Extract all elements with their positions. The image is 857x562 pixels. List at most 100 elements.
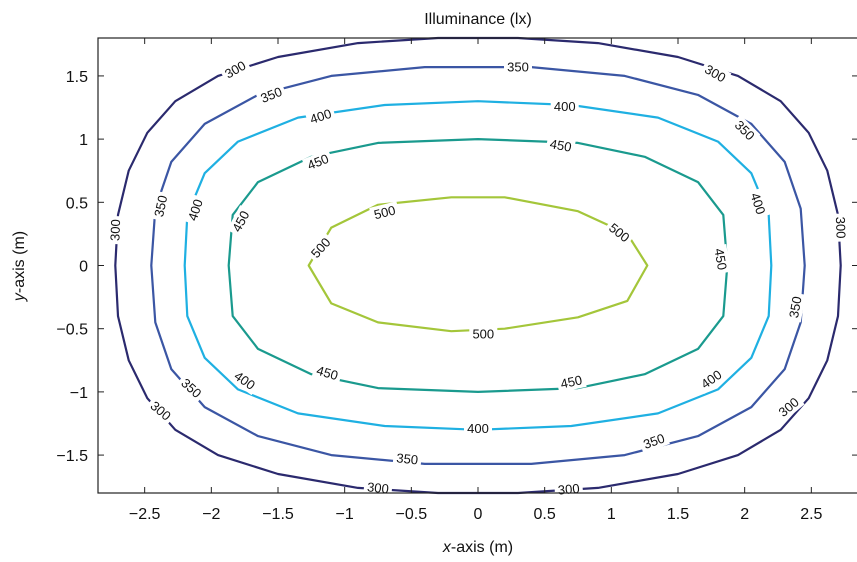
contour-label-background xyxy=(302,149,334,175)
contour-line-400 xyxy=(183,100,773,431)
y-tick-label: 1 xyxy=(79,132,88,149)
contour-label-background xyxy=(746,187,770,220)
contour-label-text: 450 xyxy=(559,372,583,391)
contour-label-350-0: 350 xyxy=(255,82,288,108)
contour-label-text: 300 xyxy=(557,481,580,498)
contour-label-text: 400 xyxy=(467,421,489,436)
contour-label-500-2: 500 xyxy=(305,232,337,264)
contour-line-350 xyxy=(150,66,806,465)
contour-label-text: 450 xyxy=(711,247,730,271)
y-axis-unit: -axis (m) xyxy=(11,231,28,293)
y-tick-label: 0.5 xyxy=(66,195,88,212)
contour-line-300 xyxy=(114,36,842,495)
x-tick-label: −2 xyxy=(202,506,220,523)
contour-label-400-1: 400 xyxy=(550,98,579,115)
contour-label-350-2: 350 xyxy=(729,114,761,146)
x-axis-label: x-axis (m) xyxy=(442,539,513,556)
contour-label-text: 450 xyxy=(315,363,340,383)
contour-label-background xyxy=(695,364,728,394)
y-axis-variable: y xyxy=(11,292,28,302)
contour-label-background xyxy=(311,361,343,385)
contour-label-background xyxy=(772,391,805,423)
contour-label-text: 400 xyxy=(308,106,333,127)
contour-label-background xyxy=(175,372,208,404)
contour-label-text: 300 xyxy=(833,216,849,238)
contour-label-300-2: 300 xyxy=(106,215,124,245)
y-tick-label: −0.5 xyxy=(56,322,88,339)
contour-label-text: 350 xyxy=(151,194,170,218)
x-axis-variable: x xyxy=(442,539,452,556)
contour-label-450-4: 450 xyxy=(311,361,343,385)
contour-label-300-1: 300 xyxy=(699,59,732,88)
contour-label-400-6: 400 xyxy=(695,364,728,394)
y-axis-label: y-axis (m) xyxy=(11,231,28,302)
contour-label-background xyxy=(832,213,850,242)
contour-label-500-0: 500 xyxy=(369,201,401,224)
contour-label-background xyxy=(149,190,172,222)
contour-label-background xyxy=(469,325,498,342)
contour-label-350-4: 350 xyxy=(784,292,806,323)
y-tick-label: −1.5 xyxy=(56,448,88,465)
x-tick-label: 0 xyxy=(474,506,483,523)
contour-label-background xyxy=(699,59,732,88)
x-tick-label: 1 xyxy=(607,506,616,523)
contour-label-text: 450 xyxy=(549,136,573,155)
contour-label-text: 500 xyxy=(472,326,494,341)
contour-label-text: 400 xyxy=(185,197,206,222)
contour-label-350-5: 350 xyxy=(175,372,208,404)
contour-label-400-3: 400 xyxy=(746,187,770,220)
contour-label-350-1: 350 xyxy=(504,59,532,76)
contour-label-text: 400 xyxy=(748,191,769,216)
contour-label-background xyxy=(545,135,576,156)
contour-label-450-0: 450 xyxy=(302,149,334,175)
contour-label-text: 400 xyxy=(554,99,576,114)
contour-label-background xyxy=(554,480,584,499)
x-tick-label: −1 xyxy=(336,506,354,523)
x-tick-label: −2.5 xyxy=(129,506,161,523)
contour-label-background xyxy=(219,55,252,84)
contour-label-text: 300 xyxy=(107,219,123,241)
y-tick-label: 1.5 xyxy=(66,69,88,86)
contour-label-400-5: 400 xyxy=(464,420,492,437)
contour-label-300-7: 300 xyxy=(554,480,584,499)
contour-line-450 xyxy=(227,138,729,393)
x-tick-label: 2.5 xyxy=(800,506,822,523)
contour-label-background xyxy=(369,201,401,224)
contour-label-background xyxy=(106,215,124,245)
contour-label-background xyxy=(227,205,255,238)
x-axis-ticks: −2.5 −2 −1.5 −1 −0.5 0 0.5 1 1.5 2 2.5 xyxy=(129,38,823,523)
contour-label-300-6: 300 xyxy=(363,478,393,498)
x-tick-label: 1.5 xyxy=(667,506,689,523)
contour-label-background xyxy=(183,194,208,226)
contour-label-text: 350 xyxy=(641,430,667,452)
contour-label-350-7: 350 xyxy=(638,428,670,454)
contour-line-500 xyxy=(307,196,649,333)
contour-label-400-0: 400 xyxy=(304,104,337,129)
contour-label-background xyxy=(729,114,761,146)
contour-label-background xyxy=(504,59,532,76)
contour-label-500-3: 500 xyxy=(469,325,498,342)
y-tick-label: −1 xyxy=(70,385,88,402)
contour-label-background xyxy=(464,420,492,437)
contour-label-300-3: 300 xyxy=(832,213,850,242)
contour-label-background xyxy=(555,371,587,393)
contour-label-background xyxy=(144,395,177,426)
x-tick-label: −1.5 xyxy=(262,506,294,523)
x-axis-unit: -axis (m) xyxy=(451,539,513,556)
contour-label-350-3: 350 xyxy=(149,190,172,222)
contour-label-background xyxy=(304,104,337,129)
x-tick-label: 0.5 xyxy=(534,506,556,523)
contour-label-text: 350 xyxy=(396,450,419,467)
contour-label-450-1: 450 xyxy=(545,135,576,156)
contour-label-400-2: 400 xyxy=(183,194,208,226)
contour-label-400-4: 400 xyxy=(228,365,261,396)
contour-label-450-3: 450 xyxy=(710,244,732,275)
x-tick-label: −0.5 xyxy=(396,506,428,523)
contour-label-background xyxy=(784,292,806,323)
y-tick-label: 0 xyxy=(79,259,88,276)
contour-label-background xyxy=(228,365,261,396)
contour-label-300-5: 300 xyxy=(772,391,805,423)
contour-label-text: 500 xyxy=(372,202,397,222)
contour-label-450-5: 450 xyxy=(555,371,587,393)
